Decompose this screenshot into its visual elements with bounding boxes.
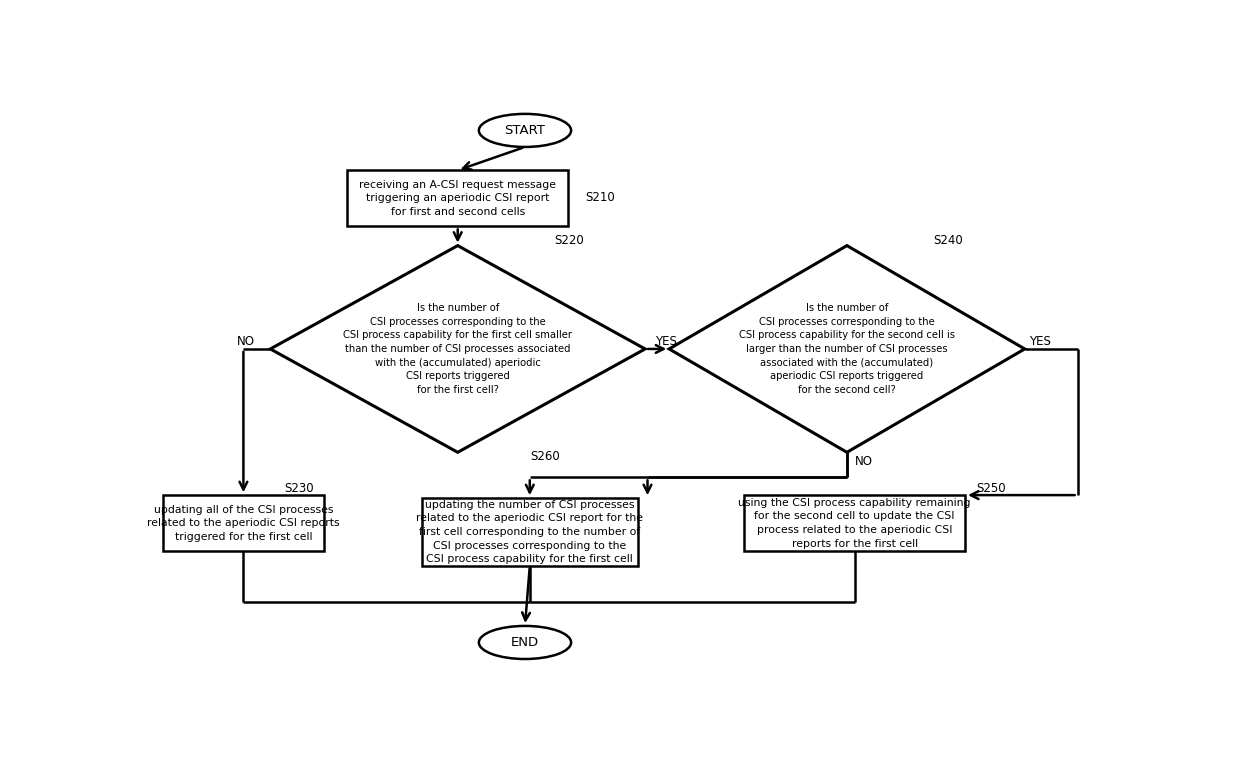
Text: S260: S260 <box>529 450 559 463</box>
Ellipse shape <box>479 114 572 147</box>
Text: NO: NO <box>854 455 873 468</box>
Text: receiving an A-CSI request message
triggering an aperiodic CSI report
for first : receiving an A-CSI request message trigg… <box>360 179 557 217</box>
Ellipse shape <box>479 626 572 659</box>
Text: updating the number of CSI processes
related to the aperiodic CSI report for the: updating the number of CSI processes rel… <box>417 500 644 565</box>
Text: Is the number of
CSI processes corresponding to the
CSI process capability for t: Is the number of CSI processes correspon… <box>343 303 572 395</box>
FancyBboxPatch shape <box>347 170 568 226</box>
Text: updating all of the CSI processes
related to the aperiodic CSI reports
triggered: updating all of the CSI processes relate… <box>148 505 340 542</box>
Text: YES: YES <box>655 335 677 348</box>
FancyBboxPatch shape <box>422 498 637 566</box>
Polygon shape <box>670 245 1024 453</box>
FancyBboxPatch shape <box>162 495 324 551</box>
Text: START: START <box>505 124 546 137</box>
Text: S210: S210 <box>585 191 615 204</box>
Text: S220: S220 <box>554 235 584 248</box>
FancyBboxPatch shape <box>744 495 965 551</box>
Text: YES: YES <box>1029 335 1052 348</box>
Text: S230: S230 <box>285 482 315 495</box>
Text: using the CSI process capability remaining
for the second cell to update the CSI: using the CSI process capability remaini… <box>738 498 971 548</box>
Text: Is the number of
CSI processes corresponding to the
CSI process capability for t: Is the number of CSI processes correspon… <box>739 303 955 395</box>
Text: END: END <box>511 636 539 649</box>
Polygon shape <box>270 245 645 453</box>
Text: NO: NO <box>237 335 254 348</box>
Text: S240: S240 <box>934 235 963 248</box>
Text: S250: S250 <box>977 482 1007 495</box>
